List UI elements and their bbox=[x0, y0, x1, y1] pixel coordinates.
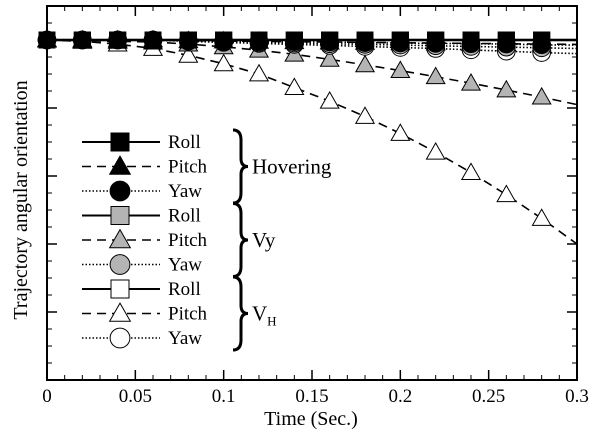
data-point bbox=[425, 141, 446, 160]
legend-label: Pitch bbox=[168, 304, 208, 325]
data-point bbox=[215, 31, 233, 49]
legend-marker bbox=[108, 155, 132, 175]
series-hovering-roll bbox=[38, 31, 577, 49]
data-point bbox=[319, 49, 340, 67]
legend-entry: Roll bbox=[82, 206, 201, 227]
group-label: VH bbox=[252, 302, 277, 329]
series-layer bbox=[36, 29, 578, 245]
data-point bbox=[356, 31, 374, 49]
legend-entry: Roll bbox=[82, 279, 201, 300]
group-label: Hovering bbox=[252, 155, 332, 179]
group-brace bbox=[232, 202, 249, 278]
data-point bbox=[354, 106, 376, 124]
legend-marker bbox=[108, 302, 132, 322]
data-point bbox=[354, 54, 376, 73]
data-point bbox=[144, 31, 162, 49]
legend-entry: Yaw bbox=[82, 254, 202, 276]
data-point bbox=[390, 60, 411, 78]
legend-marker bbox=[110, 132, 130, 152]
legend-marker bbox=[110, 206, 130, 225]
x-tick-label: 0.3 bbox=[565, 386, 589, 407]
data-point bbox=[427, 31, 445, 49]
data-point bbox=[284, 77, 305, 95]
series-line bbox=[46, 39, 578, 245]
legend-entry: Roll bbox=[82, 132, 201, 153]
x-tick-label: 0 bbox=[42, 386, 52, 407]
legend-marker bbox=[109, 327, 131, 349]
legend-marker bbox=[109, 254, 131, 275]
legend-label: Roll bbox=[168, 206, 201, 227]
legend-marker bbox=[110, 279, 130, 299]
x-tick-label: 0.15 bbox=[295, 386, 328, 407]
data-point bbox=[213, 53, 234, 72]
legend-label: Yaw bbox=[168, 181, 202, 202]
data-point bbox=[425, 66, 446, 85]
x-tick-label: 0.2 bbox=[388, 386, 412, 407]
data-point bbox=[496, 184, 517, 203]
data-point bbox=[496, 79, 517, 98]
data-point bbox=[533, 31, 551, 49]
legend-label: Roll bbox=[168, 279, 201, 300]
legend-label: Roll bbox=[168, 132, 201, 153]
legend-entry: Yaw bbox=[82, 327, 202, 349]
x-tick-label: 0.1 bbox=[212, 386, 236, 407]
data-point bbox=[250, 31, 268, 49]
data-point bbox=[531, 208, 552, 226]
data-point bbox=[391, 31, 409, 49]
data-point bbox=[531, 86, 552, 105]
group-brace bbox=[232, 275, 249, 352]
legend-label: Yaw bbox=[168, 255, 202, 276]
data-point bbox=[460, 162, 482, 180]
data-point bbox=[460, 72, 482, 91]
legend-entry: Yaw bbox=[82, 180, 202, 202]
legend-entry: Pitch bbox=[82, 228, 208, 251]
legend-label: Pitch bbox=[168, 157, 208, 178]
data-point bbox=[497, 31, 515, 49]
x-axis-title: Time (Sec.) bbox=[264, 408, 358, 430]
data-point bbox=[285, 31, 303, 49]
group-label: Vy bbox=[252, 228, 276, 252]
x-tick-label: 0.25 bbox=[472, 386, 505, 407]
legend-marker bbox=[109, 180, 131, 202]
data-point bbox=[319, 90, 340, 109]
data-point bbox=[179, 31, 197, 49]
data-point bbox=[178, 45, 199, 63]
group-brace bbox=[232, 128, 249, 205]
legend-entry: Pitch bbox=[82, 155, 208, 178]
data-point bbox=[248, 63, 270, 82]
legend-marker bbox=[108, 228, 132, 249]
data-point bbox=[109, 31, 127, 49]
legend: Roll Pitch Yaw Roll Pitch Yaw Roll Pitch Yaw Hove… bbox=[58, 128, 332, 368]
data-point bbox=[321, 31, 339, 49]
legend-label: Yaw bbox=[168, 328, 202, 349]
data-point bbox=[462, 31, 480, 49]
data-point bbox=[73, 31, 91, 49]
group-label-subscript: H bbox=[267, 314, 276, 329]
axes-layer: 0 0.05 0.1 0.15 0.2 0.25 0.3 bbox=[42, 5, 589, 407]
data-point bbox=[390, 123, 411, 141]
x-tick-label: 0.05 bbox=[119, 386, 152, 407]
y-axis-title: Trajectory angular orientation bbox=[10, 80, 32, 319]
legend-entry: Pitch bbox=[82, 302, 208, 325]
legend-label: Pitch bbox=[168, 230, 208, 251]
